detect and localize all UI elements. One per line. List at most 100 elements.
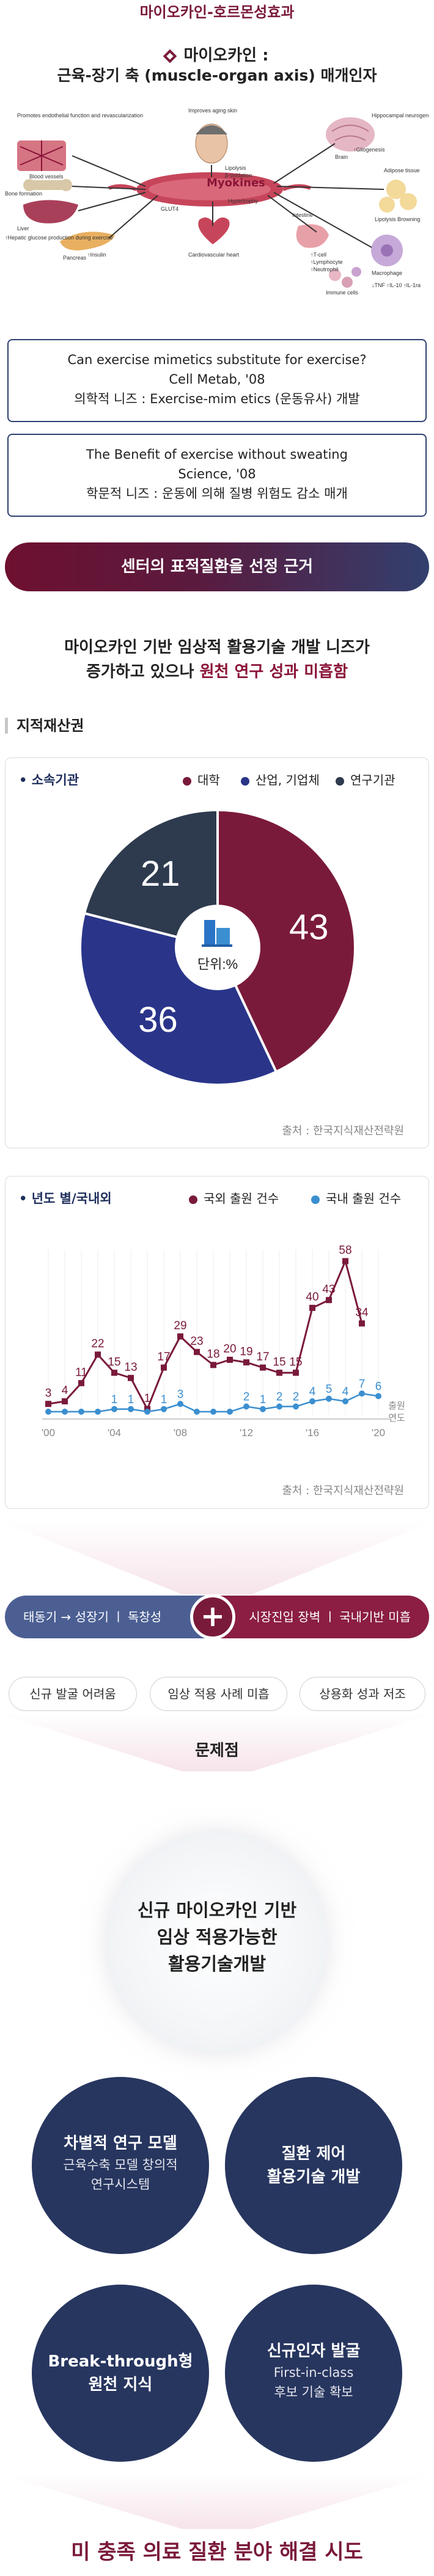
myokine-arrows [72,143,384,248]
label-brain: Brain [335,154,348,160]
circle-sub: 후보 기술 확보 [274,2385,353,2399]
diamond-icon [163,49,177,63]
data-label: 17 [256,1351,269,1363]
x-tick-label: '04 [108,1427,121,1439]
data-point [128,1374,134,1381]
data-point [375,1393,381,1399]
data-point [359,1320,365,1327]
line-chart-title: • 년도 별/국내외 [19,1191,112,1206]
data-label: 18 [207,1348,219,1361]
top-title: 마이오카인-호르몬성효과 [139,4,295,21]
data-point [243,1403,249,1410]
solution-line: 임상 적용가능한 [156,1927,278,1947]
line-chart-card: • 년도 별/국내외 국외 출원 건수 국내 출원 건수 3 4 11 22 15 13 1… [5,1176,429,1509]
solution-circle-model: 차별적 연구 모델 근육수축 모델 창의적 연구시스템 [32,2077,209,2254]
need-line2: 증가하고 있으나 [86,663,194,681]
pie-slice-label: 36 [138,1000,178,1040]
data-point [177,1333,183,1340]
macrophage-figure [371,235,403,266]
data-point [161,1364,167,1371]
data-label: 2 [276,1391,283,1404]
problem-pill: 임상 적용 사례 미흡 [150,1677,287,1711]
data-label: 15 [273,1356,285,1368]
x-tick-label: '12 [240,1427,253,1439]
myokines-illustration: Myokines [5,108,429,296]
info-box-medical: Can exercise mimetics substitute for exe… [7,339,427,422]
data-label: 3 [45,1387,52,1399]
circle-sub: 연구시스템 [90,2177,150,2192]
label-tnf: ↓TNF ↑IL-10 ↑IL-1ra [372,282,421,288]
pie-source: 출처 : 한국지식재산전략원 [282,1125,404,1137]
data-label: 5 [326,1383,333,1396]
data-label: 58 [339,1244,351,1257]
pie-slice [83,808,219,949]
legend-label: 국내 출원 건수 [326,1191,402,1206]
legend-label: 국외 출원 건수 [204,1191,279,1206]
info-box-line1: Can exercise mimetics substitute for exe… [67,352,367,367]
legend-dot [189,1195,197,1204]
section-banner: 센터의 표적질환을 선정 근거 [5,542,429,591]
data-label: 1 [161,1393,167,1406]
data-label: 1 [111,1393,118,1406]
data-point [111,1370,117,1376]
data-point [309,1398,315,1404]
label-hepatic: ↑Hepatic glucose production during exerc… [5,235,113,241]
stage-right: 시장진입 장벽 ㅣ 국내기반 미흡 [249,1610,411,1624]
ip-section-title: 지적재산권 [5,718,84,734]
legend-dot [336,776,344,786]
data-label: 23 [190,1335,203,1348]
label-bone: Bone formation [5,191,42,197]
circle-title: 차별적 연구 모델 [64,2134,177,2153]
data-label: 1 [128,1393,134,1406]
label-adipose: Adipose tissue [384,167,420,173]
data-label: 22 [91,1338,104,1351]
data-point [194,1409,200,1415]
need-statement: 마이오카인 기반 임상적 활용기술 개발 니즈가 증가하고 있으나 원천 연구 … [0,635,434,684]
label-liver: Liver [17,225,29,232]
label-lipolysis-browning: Lipolysis Browning [375,216,421,222]
label-macrophage: Macrophage [372,270,402,276]
data-label: 40 [306,1291,318,1304]
section-heading: 마이오카인 : [0,43,434,65]
data-label: 3 [177,1388,184,1401]
funnel-shape [0,1521,434,1594]
label-lymphocyte: ↑Lymphocyte [311,259,343,265]
solution-circle-discovery: 신규인자 발굴 First-in-class 후보 기술 확보 [225,2285,402,2462]
data-label: 17 [157,1351,170,1363]
data-point [45,1401,51,1407]
data-label: 20 [223,1343,236,1356]
x-tick-label: '16 [306,1427,319,1439]
data-label: 15 [289,1356,302,1368]
pie-slice [79,911,278,1086]
data-point [210,1409,216,1415]
myokines-title: Myokines [207,177,265,189]
label-cardio: Cardiovascular heart [188,252,240,258]
legend-domestic: 국내 출원 건수 [311,1189,401,1206]
data-point [144,1409,150,1415]
label-insulin: ↑Insulin [87,252,106,258]
data-point [177,1401,183,1407]
data-point [227,1409,233,1415]
legend-label: 대학 [197,773,220,787]
data-label: 11 [75,1366,87,1379]
data-point [210,1362,216,1368]
data-label: 4 [342,1385,349,1398]
data-label: 34 [355,1307,369,1319]
intestine-figure [296,224,329,248]
info-box-line1: The Benefit of exercise without sweating [86,447,348,462]
pie-slice-label: 43 [289,908,329,947]
label-tcell: ↑T-cell [311,252,326,258]
data-point [128,1406,134,1412]
section-subtitle: 근육-장기 축 (muscle-organ axis) 매개인자 [57,67,377,84]
solution-center-circle: 신규 마이오카인 기반 임상 적용가능한 활용기술개발 [107,1833,327,2052]
data-point [342,1398,348,1404]
section-heading-text: 마이오카인 : [183,46,269,65]
funnel-shape [0,2474,434,2529]
data-point [342,1258,348,1264]
info-box-line3: 의학적 니즈 : Exercise-mim etics (운동유사) 개발 [74,392,360,406]
label-hypertrophy: Hypertrophy [228,198,259,204]
data-point [293,1370,299,1376]
axis-unit: 출원 [388,1401,405,1411]
